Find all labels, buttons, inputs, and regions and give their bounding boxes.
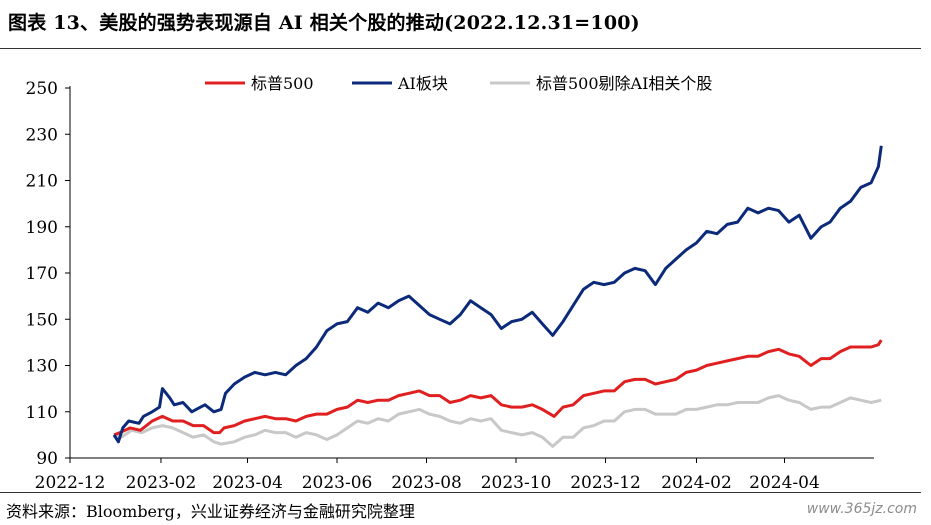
series-line-1: [112, 145, 883, 444]
y-tick-label: 110: [26, 403, 58, 423]
y-tick-label: 250: [26, 79, 58, 99]
y-tick-label: 150: [26, 310, 58, 330]
y-tick-label: 90: [36, 449, 58, 469]
series-line-0: [113, 339, 883, 437]
y-tick-label: 190: [26, 218, 58, 238]
y-tick-label: 230: [26, 125, 58, 145]
x-tick-label: 2023-10: [481, 473, 552, 493]
x-tick-label: 2022-12: [35, 473, 106, 493]
x-tick-label: 2023-04: [212, 473, 283, 493]
x-tick-label: 2023-06: [302, 473, 373, 493]
source-note: 资料来源：Bloomberg，兴业证券经济与金融研究院整理: [6, 502, 415, 521]
legend-label-0: 标普500: [251, 74, 314, 93]
plot-area: [112, 145, 883, 448]
x-tick-label: 2024-04: [749, 473, 820, 493]
chart-title: 图表 13、美股的强势表现源自 AI 相关个股的推动(2022.12.31=10…: [8, 12, 640, 34]
x-axis: 2022-12 2023-02 2023-04 2023-06 2023-08 2023-…: [35, 457, 874, 493]
source-divider: [0, 492, 921, 493]
legend: 标普500 AI板块 标普500剔除AI相关个股: [205, 74, 712, 93]
title-divider: [0, 48, 921, 49]
y-tick-label: 170: [26, 264, 58, 284]
y-tick-label: 210: [26, 172, 58, 192]
x-tick-label: 2023-08: [391, 473, 462, 493]
watermark: www.365jz.com: [806, 501, 917, 517]
y-tick-label: 130: [26, 357, 58, 377]
x-tick-label: 2023-12: [570, 473, 641, 493]
legend-label-2: 标普500剔除AI相关个股: [536, 74, 712, 93]
legend-label-1: AI板块: [397, 74, 448, 93]
x-tick-label: 2024-02: [661, 473, 732, 493]
series-line-2: [113, 394, 882, 448]
x-tick-label: 2023-02: [126, 473, 197, 493]
y-axis: 90 110 130 150 170 190 210 230 250: [26, 79, 71, 469]
